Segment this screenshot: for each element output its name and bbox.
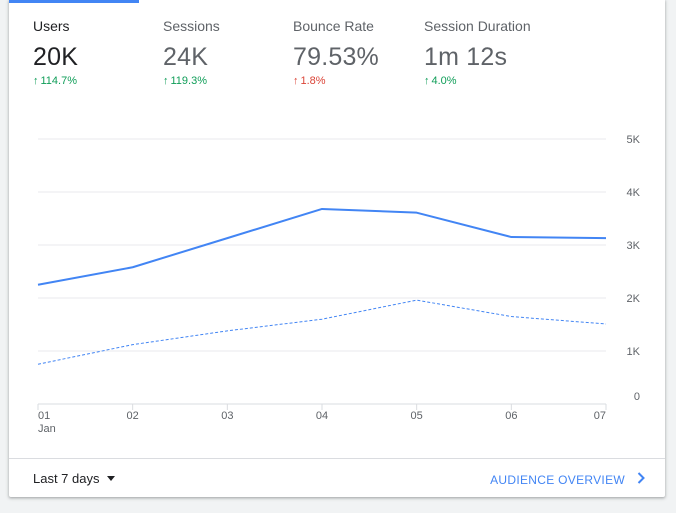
- date-range-dropdown[interactable]: Last 7 days: [33, 471, 115, 486]
- metric-change: ↑ 114.7%: [33, 75, 78, 87]
- metric-change: ↑ 4.0%: [424, 75, 531, 87]
- x-tick-label: 06: [505, 410, 517, 422]
- metric-tab-bounce-rate[interactable]: Bounce Rate 79.53% ↑ 1.8%: [293, 18, 379, 87]
- x-tick-sublabel: Jan: [38, 423, 56, 435]
- line-chart: 0 1K 2K 3K 4K 5K 01 02 03 04 05 06 07 Jan: [37, 134, 641, 435]
- x-tick-label: 07: [594, 410, 606, 422]
- metric-value: 20K: [33, 43, 79, 71]
- active-tab-indicator: [9, 0, 139, 3]
- arrow-up-icon: ↑: [424, 75, 430, 87]
- metric-change-value: 1.8%: [300, 75, 326, 87]
- chevron-right-icon: [637, 472, 645, 487]
- metric-value: 79.53%: [293, 43, 379, 71]
- metric-change-value: 4.0%: [431, 75, 457, 87]
- metric-label: Users: [33, 18, 70, 34]
- metric-change-value: 114.7%: [40, 75, 78, 87]
- card-footer: Last 7 days AUDIENCE OVERVIEW: [9, 458, 665, 498]
- y-tick-label: 4K: [627, 187, 641, 199]
- y-tick-label: 5K: [627, 134, 641, 146]
- x-tick-label: 04: [316, 410, 328, 422]
- metric-change-value: 119.3%: [170, 75, 208, 87]
- arrow-up-icon: ↑: [33, 75, 39, 87]
- caret-down-icon: [106, 476, 115, 481]
- audience-overview-link[interactable]: AUDIENCE OVERVIEW: [490, 472, 645, 487]
- metric-label: Session Duration: [424, 18, 531, 34]
- date-range-label: Last 7 days: [33, 471, 100, 486]
- y-tick-label: 3K: [627, 240, 641, 252]
- y-tick-label: 2K: [627, 293, 641, 305]
- metric-value: 24K: [163, 43, 209, 71]
- metric-label: Bounce Rate: [293, 18, 374, 34]
- x-tick-label: 03: [221, 410, 233, 422]
- audience-card: Users 20K ↑ 114.7% Sessions 24K ↑ 119.3%…: [9, 0, 665, 497]
- series-line-current: [37, 207, 607, 286]
- metric-tab-users[interactable]: Users 20K ↑ 114.7%: [33, 18, 78, 87]
- x-tick-label: 02: [127, 410, 139, 422]
- metric-change: ↑ 119.3%: [163, 75, 220, 87]
- x-tick-label: 05: [411, 410, 423, 422]
- metric-tab-sessions[interactable]: Sessions 24K ↑ 119.3%: [163, 18, 220, 87]
- audience-overview-label: AUDIENCE OVERVIEW: [490, 472, 625, 487]
- x-tick-label: 01: [38, 410, 50, 422]
- metric-change: ↑ 1.8%: [293, 75, 379, 87]
- series-line-previous: [37, 299, 607, 365]
- arrow-up-icon: ↑: [163, 75, 169, 87]
- y-tick-label: 1K: [627, 346, 641, 358]
- metric-value: 1m 12s: [424, 43, 508, 71]
- metric-label: Sessions: [163, 18, 220, 34]
- arrow-up-icon: ↑: [293, 75, 299, 87]
- metric-tab-session-duration[interactable]: Session Duration 1m 12s ↑ 4.0%: [424, 18, 531, 87]
- y-tick-label: 0: [634, 391, 640, 403]
